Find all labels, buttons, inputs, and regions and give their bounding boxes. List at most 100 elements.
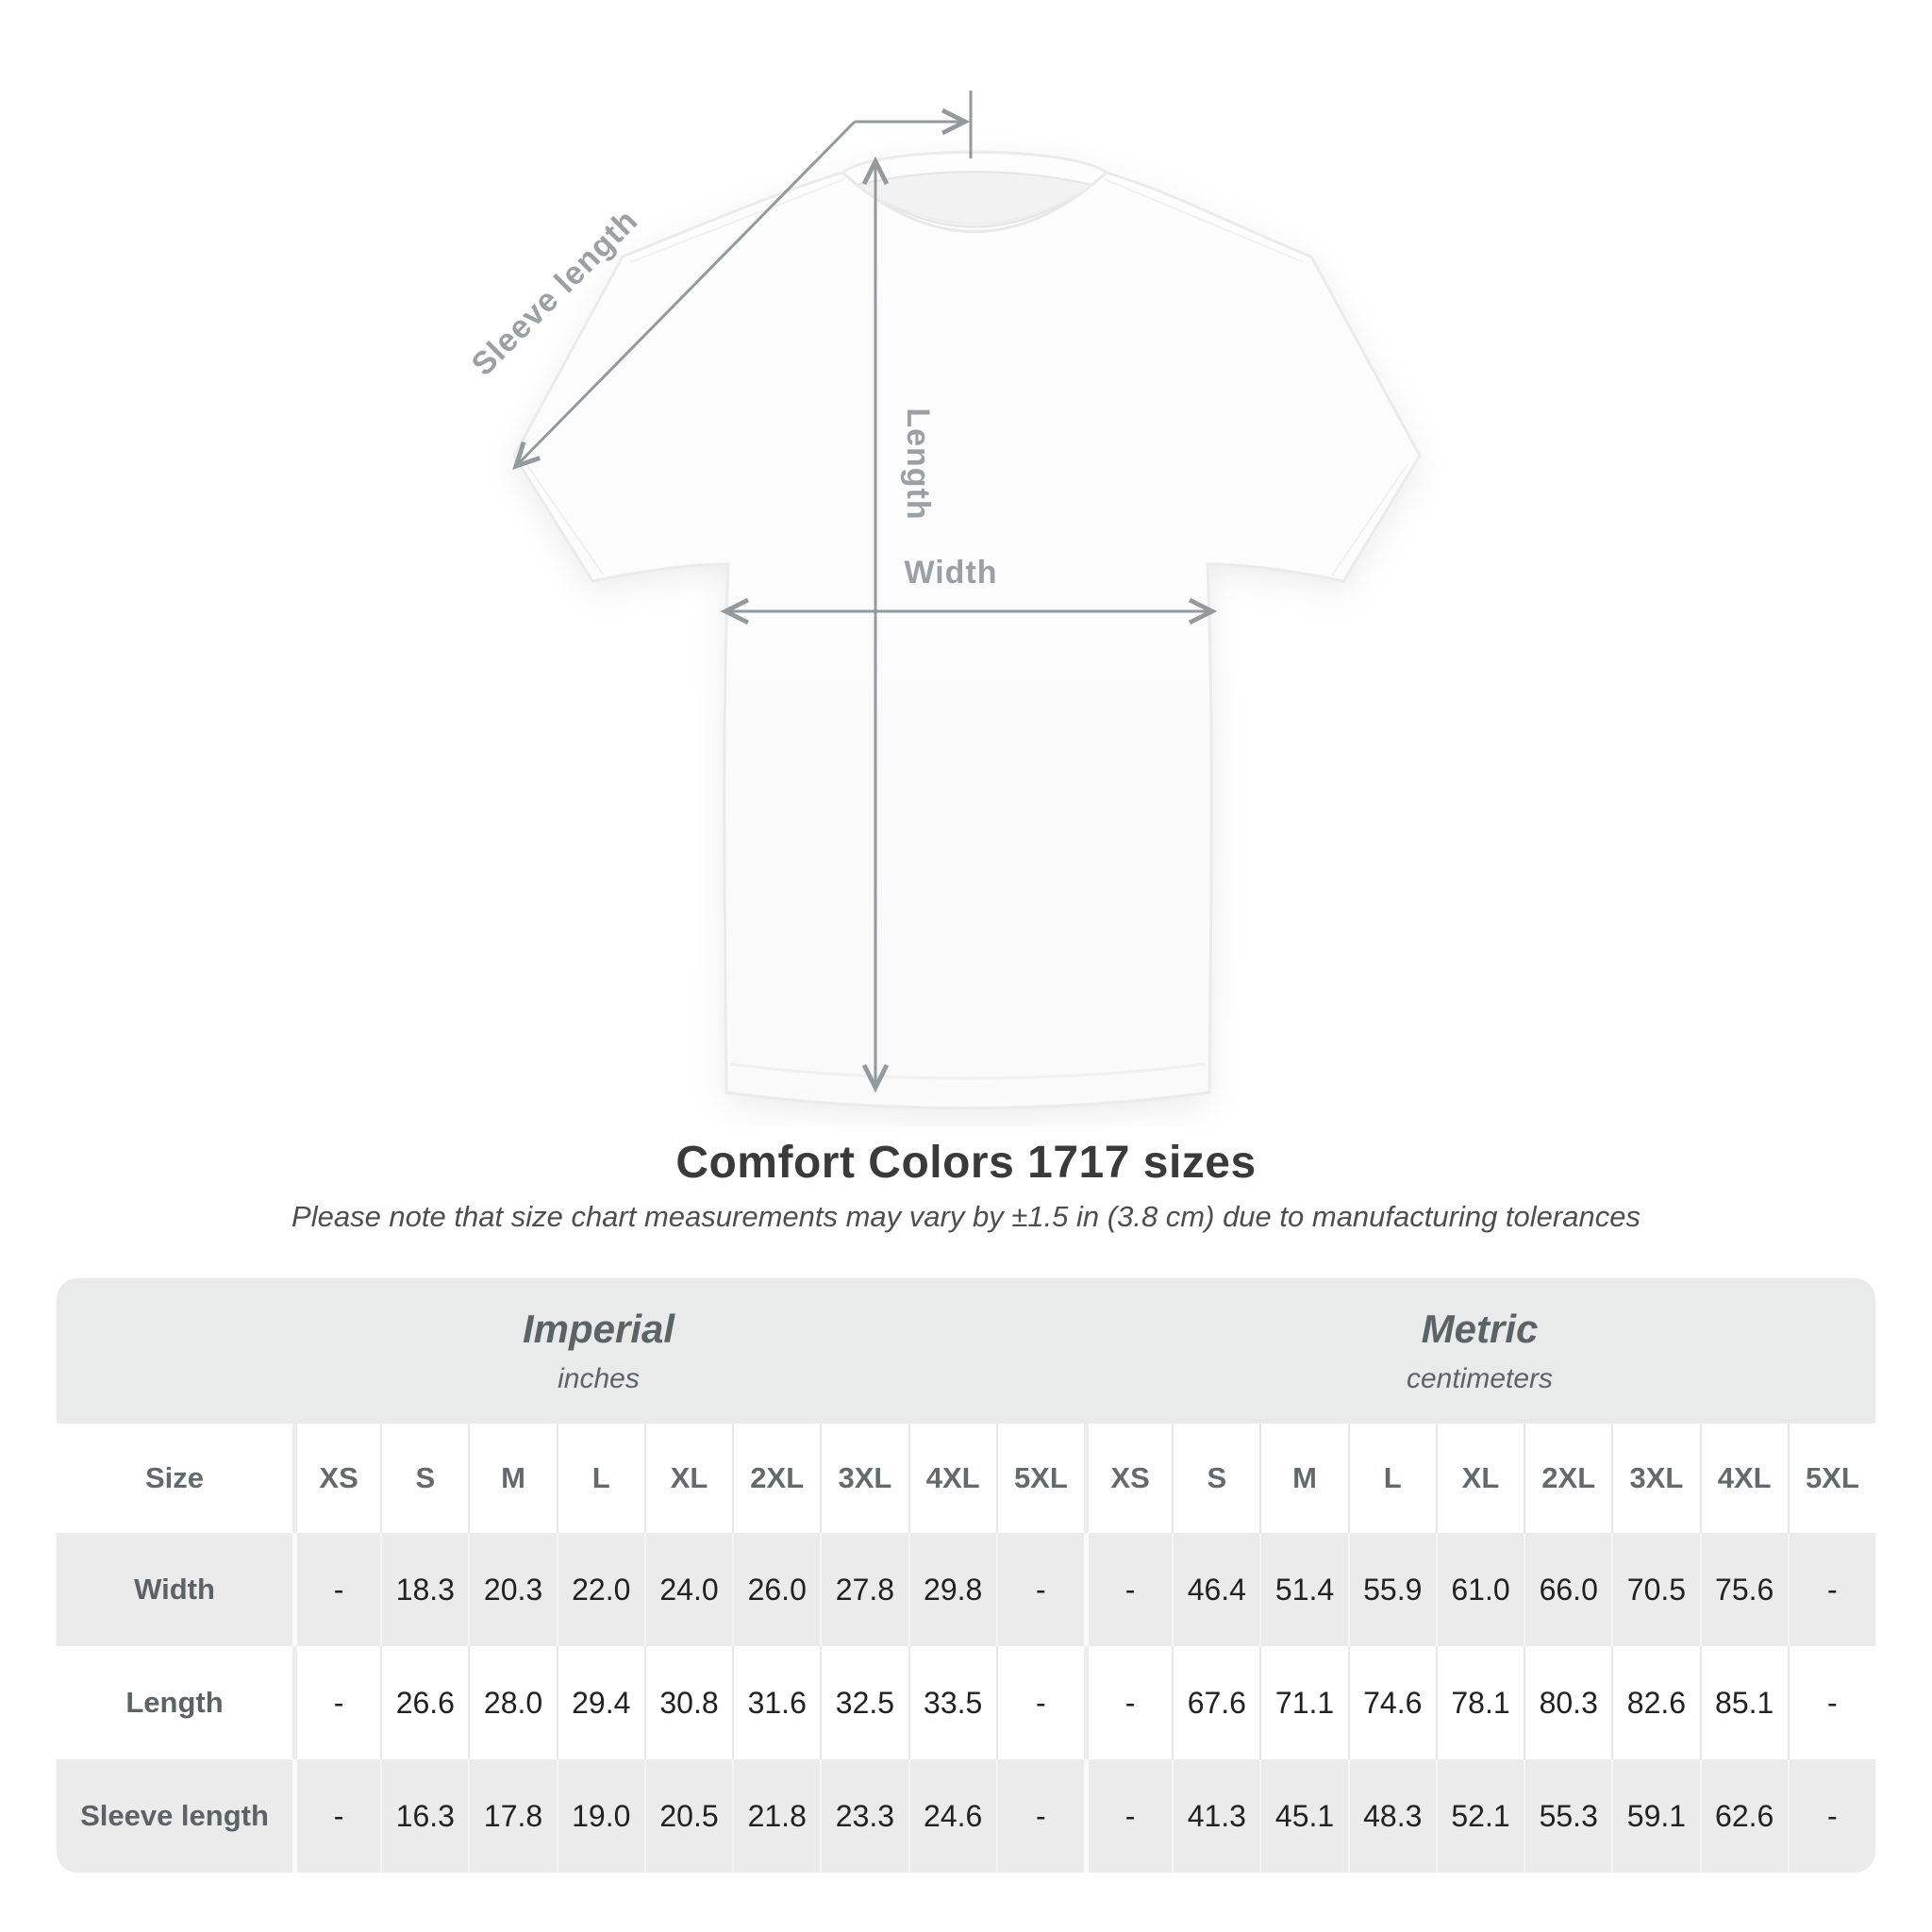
value-cell: - xyxy=(1083,1533,1172,1646)
tshirt-hem-seam xyxy=(730,1062,1206,1080)
col-header-metric-5xl: 5XL xyxy=(1787,1424,1875,1533)
tshirt-right-cuff-seam xyxy=(1331,463,1408,576)
value-cell: 71.1 xyxy=(1259,1646,1347,1759)
value-cell: 82.6 xyxy=(1611,1646,1699,1759)
value-cell: 46.4 xyxy=(1172,1533,1259,1646)
value-cell: 85.1 xyxy=(1699,1646,1788,1759)
value-cell: 41.3 xyxy=(1172,1759,1259,1873)
sleeve-length-arrow-diagonal xyxy=(512,120,857,470)
value-cell: - xyxy=(995,1533,1084,1646)
value-cell: 21.8 xyxy=(732,1759,820,1873)
value-cell: 27.8 xyxy=(820,1533,908,1646)
col-header-imperial-2xl: 2XL xyxy=(732,1424,820,1533)
value-cell: 67.6 xyxy=(1172,1646,1259,1759)
row-label: Length xyxy=(125,1686,224,1719)
value-cell: 16.3 xyxy=(380,1759,468,1873)
value-cell: - xyxy=(1787,1533,1875,1646)
value-cell: 48.3 xyxy=(1347,1759,1436,1873)
tshirt-collar-inner-seam xyxy=(856,184,1093,225)
value-cell: - xyxy=(292,1646,380,1759)
value-cell: 32.5 xyxy=(820,1646,908,1759)
value-cell: 78.1 xyxy=(1435,1646,1524,1759)
tshirt-left-cuff-seam xyxy=(525,463,605,576)
value-cell: 20.5 xyxy=(643,1759,732,1873)
tshirt-measurement-diagram: Sleeve length Length Width xyxy=(465,91,1422,1109)
length-label: Length xyxy=(900,408,936,520)
col-header-imperial-xl: XL xyxy=(643,1424,732,1533)
value-cell: - xyxy=(1083,1759,1172,1873)
table-row-length: Length - 26.6 28.0 29.4 30.8 31.6 32.5 3… xyxy=(57,1646,1875,1759)
value-cell: - xyxy=(1083,1646,1172,1759)
value-cell: 59.1 xyxy=(1611,1759,1699,1873)
page-title: Comfort Colors 1717 sizes xyxy=(675,1138,1257,1188)
unit-group-band: Imperial inches Metric centimeters xyxy=(57,1278,1875,1424)
value-cell: 29.4 xyxy=(556,1646,644,1759)
value-cell: 52.1 xyxy=(1435,1759,1524,1873)
value-cell: 24.0 xyxy=(643,1533,732,1646)
value-cell: 24.6 xyxy=(908,1759,996,1873)
metric-heading: Metric xyxy=(1421,1307,1539,1351)
value-cell: 20.3 xyxy=(468,1533,556,1646)
value-cell: 33.5 xyxy=(908,1646,996,1759)
value-cell: 26.0 xyxy=(732,1533,820,1646)
value-cell: - xyxy=(1787,1646,1875,1759)
size-header-row: Size XS S M L XL 2XL 3XL 4XL 5XL XS S M … xyxy=(57,1424,1875,1533)
value-cell: - xyxy=(1787,1759,1875,1873)
tshirt-body xyxy=(512,150,1422,1109)
col-header-imperial-4xl: 4XL xyxy=(908,1424,996,1533)
value-cell: 30.8 xyxy=(643,1646,732,1759)
col-header-metric-s: S xyxy=(1172,1424,1259,1533)
table-row-sleeve-length: Sleeve length - 16.3 17.8 19.0 20.5 21.8… xyxy=(57,1759,1875,1873)
measurement-arrows xyxy=(512,91,1218,1093)
imperial-heading: Imperial xyxy=(522,1307,675,1351)
value-cell: 80.3 xyxy=(1524,1646,1611,1759)
value-cell: 62.6 xyxy=(1699,1759,1788,1873)
value-cell: 61.0 xyxy=(1435,1533,1524,1646)
col-header-metric-4xl: 4XL xyxy=(1699,1424,1788,1533)
value-cell: - xyxy=(292,1759,380,1873)
row-label: Width xyxy=(134,1573,215,1606)
col-header-metric-xl: XL xyxy=(1435,1424,1524,1533)
tolerance-note: Please note that size chart measurements… xyxy=(291,1200,1641,1233)
value-cell: 70.5 xyxy=(1611,1533,1699,1646)
value-cell: 19.0 xyxy=(556,1759,644,1873)
col-header-metric-l: L xyxy=(1347,1424,1436,1533)
size-table: Imperial inches Metric centimeters Size … xyxy=(57,1278,1875,1873)
value-cell: 74.6 xyxy=(1347,1646,1436,1759)
tshirt-collar-outer-seam xyxy=(841,171,1108,233)
metric-unit: centimeters xyxy=(1406,1363,1554,1394)
row-label: Sleeve length xyxy=(80,1799,269,1832)
value-cell: 17.8 xyxy=(468,1759,556,1873)
value-cell: 51.4 xyxy=(1259,1533,1347,1646)
col-header-imperial-5xl: 5XL xyxy=(995,1424,1084,1533)
width-label: Width xyxy=(904,555,997,591)
tshirt-left-shoulder-seam xyxy=(629,178,845,263)
value-cell: 45.1 xyxy=(1259,1759,1347,1873)
value-cell: 66.0 xyxy=(1524,1533,1611,1646)
col-header-metric-2xl: 2XL xyxy=(1524,1424,1611,1533)
value-cell: 29.8 xyxy=(908,1533,996,1646)
value-cell: - xyxy=(995,1759,1084,1873)
value-cell: 26.6 xyxy=(380,1646,468,1759)
value-cell: 28.0 xyxy=(468,1646,556,1759)
unit-group-imperial: Imperial inches xyxy=(57,1278,1084,1424)
col-header-imperial-l: L xyxy=(556,1424,644,1533)
value-cell: 31.6 xyxy=(732,1646,820,1759)
table-row-width: Width - 18.3 20.3 22.0 24.0 26.0 27.8 29… xyxy=(57,1533,1875,1646)
value-cell: 23.3 xyxy=(820,1759,908,1873)
col-header-metric-xs: XS xyxy=(1083,1424,1172,1533)
unit-group-metric: Metric centimeters xyxy=(1084,1278,1875,1424)
value-cell: 22.0 xyxy=(556,1533,644,1646)
value-cell: 18.3 xyxy=(380,1533,468,1646)
col-header-imperial-xs: XS xyxy=(292,1424,380,1533)
imperial-unit: inches xyxy=(558,1363,640,1394)
value-cell: 75.6 xyxy=(1699,1533,1788,1646)
col-header-metric-3xl: 3XL xyxy=(1611,1424,1699,1533)
size-column-header: Size xyxy=(144,1461,205,1494)
tshirt-right-shoulder-seam xyxy=(1104,178,1305,263)
value-cell: 55.9 xyxy=(1347,1533,1436,1646)
value-cell: - xyxy=(995,1646,1084,1759)
tshirt-image xyxy=(512,150,1422,1109)
value-cell: 55.3 xyxy=(1524,1759,1611,1873)
